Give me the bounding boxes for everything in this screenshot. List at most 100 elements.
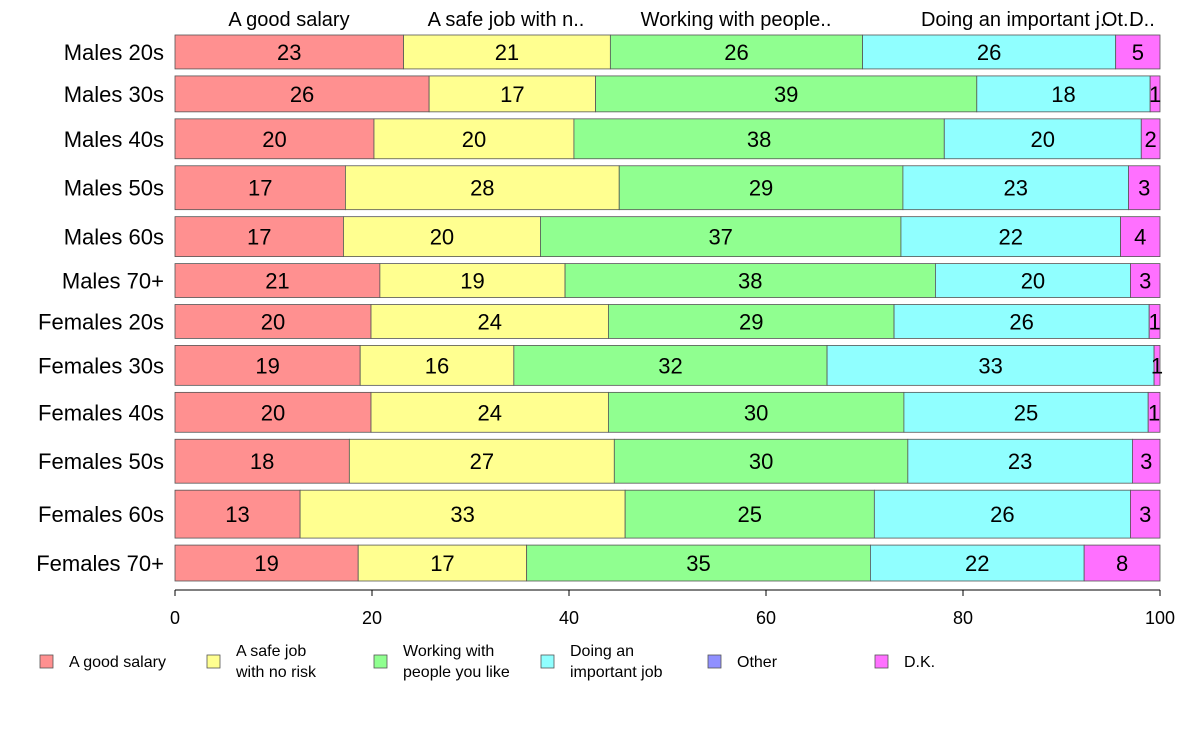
data-label: 25 bbox=[1014, 400, 1038, 425]
bar-segment-d-k bbox=[1128, 165, 1161, 211]
data-label: 21 bbox=[495, 40, 519, 65]
legend-item-working-with-people-you-like: Working with people you like bbox=[373, 643, 510, 681]
bar-segment-working-with-people-you-like bbox=[624, 489, 875, 539]
bar-row-males-50s: 17 28 29 23 3 bbox=[174, 165, 1161, 211]
column-headers: A good salary A safe job with n.. Working … bbox=[228, 9, 1154, 31]
legend-item-other: Other bbox=[707, 654, 778, 671]
bar-segment-d-k bbox=[1083, 544, 1161, 582]
data-label: 2 bbox=[1145, 127, 1157, 152]
bar-row-females-30s: 19 16 32 33 1 bbox=[174, 345, 1163, 386]
x-tick-label: 20 bbox=[362, 608, 382, 628]
data-label: 30 bbox=[749, 449, 773, 474]
bar-segment-a-safe-job-with-no-risk bbox=[344, 165, 620, 211]
bar-row-females-60s: 13 33 25 26 3 bbox=[174, 489, 1161, 539]
bar-segment-d-k bbox=[1130, 263, 1161, 298]
data-label: 24 bbox=[477, 309, 501, 334]
bar-segment-working-with-people-you-like bbox=[573, 118, 945, 160]
legend-label: Doing an important job bbox=[570, 643, 663, 681]
y-tick-label: Males 50s bbox=[64, 176, 164, 201]
data-label: 16 bbox=[425, 353, 449, 378]
data-label: 39 bbox=[774, 82, 798, 107]
data-label: 37 bbox=[708, 225, 732, 250]
bar-segment-a-good-salary bbox=[174, 165, 346, 211]
data-label: 23 bbox=[1008, 449, 1032, 474]
legend-swatch bbox=[206, 654, 221, 669]
bar-row-males-40s: 20 20 38 20 2 bbox=[174, 118, 1161, 160]
bar-segment-d-k bbox=[1130, 489, 1161, 539]
bar-segment-working-with-people-you-like bbox=[608, 304, 895, 339]
data-label: 26 bbox=[724, 40, 748, 65]
data-label: 3 bbox=[1139, 269, 1151, 294]
data-label: 20 bbox=[261, 400, 285, 425]
bar-segment-d-k bbox=[1149, 75, 1161, 113]
legend-swatch bbox=[874, 654, 889, 669]
bar-segment-d-k bbox=[1140, 118, 1161, 160]
legend-item-a-safe-job-with-no-risk: A safe job with no risk bbox=[206, 643, 317, 681]
legend-label: A safe job with no risk bbox=[235, 643, 317, 681]
data-label: 28 bbox=[470, 176, 494, 201]
bar-segment-working-with-people-you-like bbox=[613, 438, 909, 484]
bar-segment-d-k bbox=[1120, 216, 1161, 257]
bar-segment-a-safe-job-with-no-risk bbox=[428, 75, 597, 113]
data-label: 18 bbox=[1051, 82, 1075, 107]
data-label: 23 bbox=[277, 40, 301, 65]
bar-segment-a-good-salary bbox=[174, 345, 361, 386]
bar-row-males-30s: 26 17 39 18 1 bbox=[174, 75, 1161, 113]
data-label: 26 bbox=[990, 502, 1014, 527]
column-header: A good salary bbox=[228, 9, 349, 31]
bar-segment-a-good-salary bbox=[174, 489, 301, 539]
y-tick-label: Females 40s bbox=[38, 400, 164, 425]
bar-row-males-20s: 23 21 26 26 5 bbox=[174, 34, 1161, 70]
bar-segment-a-safe-job-with-no-risk bbox=[370, 391, 609, 433]
data-label: 22 bbox=[999, 225, 1023, 250]
data-label: 19 bbox=[255, 353, 279, 378]
data-label: 20 bbox=[1021, 269, 1045, 294]
x-tick-label: 100 bbox=[1145, 608, 1175, 628]
bar-segment-a-safe-job-with-no-risk bbox=[370, 304, 609, 339]
data-label: 18 bbox=[250, 449, 274, 474]
y-tick-label: Females 30s bbox=[38, 353, 164, 378]
data-label: 1 bbox=[1148, 309, 1160, 334]
y-tick-label: Males 70+ bbox=[62, 269, 164, 294]
data-label: 17 bbox=[500, 82, 524, 107]
data-label: 25 bbox=[738, 502, 762, 527]
bar-segment-doing-an-important-job bbox=[900, 216, 1121, 257]
data-label: 20 bbox=[261, 309, 285, 334]
data-label: 13 bbox=[225, 502, 249, 527]
bar-row-males-60s: 17 20 37 22 4 bbox=[174, 216, 1161, 257]
legend: A good salary A safe job with no risk Worki… bbox=[39, 643, 935, 681]
column-header: Ot.. bbox=[1102, 9, 1134, 31]
data-label: 24 bbox=[477, 400, 501, 425]
data-label: 3 bbox=[1138, 176, 1150, 201]
data-label: 20 bbox=[262, 127, 286, 152]
bar-segment-a-safe-job-with-no-risk bbox=[403, 34, 611, 70]
y-tick-label: Males 40s bbox=[64, 127, 164, 152]
bar-segment-d-k bbox=[1153, 345, 1161, 386]
bar-segment-a-good-salary bbox=[174, 75, 430, 113]
bar-segment-a-good-salary bbox=[174, 544, 359, 582]
bar-segment-doing-an-important-job bbox=[870, 544, 1085, 582]
data-label: 1 bbox=[1149, 82, 1161, 107]
bar-segment-a-safe-job-with-no-risk bbox=[343, 216, 541, 257]
data-label: 17 bbox=[247, 225, 271, 250]
bar-segment-d-k bbox=[1148, 304, 1161, 339]
data-label: 26 bbox=[977, 40, 1001, 65]
column-header: D.. bbox=[1129, 9, 1155, 31]
bar-segment-doing-an-important-job bbox=[893, 304, 1150, 339]
bar-segment-doing-an-important-job bbox=[907, 438, 1133, 484]
bar-segment-working-with-people-you-like bbox=[595, 75, 978, 113]
y-tick-label: Males 30s bbox=[64, 82, 164, 107]
legend-label: A good salary bbox=[69, 654, 166, 671]
legend-swatch bbox=[373, 654, 388, 669]
data-label: 38 bbox=[747, 127, 771, 152]
bar-segment-working-with-people-you-like bbox=[513, 345, 828, 386]
column-header: Working with people.. bbox=[641, 9, 832, 31]
y-tick-label: Males 20s bbox=[64, 40, 164, 65]
x-tick-label: 0 bbox=[170, 608, 180, 628]
y-tick-label: Females 70+ bbox=[36, 551, 164, 576]
y-tick-label: Females 50s bbox=[38, 449, 164, 474]
data-label: 5 bbox=[1132, 40, 1144, 65]
data-label: 29 bbox=[739, 309, 763, 334]
y-tick-label: Females 20s bbox=[38, 309, 164, 334]
bar-segment-a-good-salary bbox=[174, 304, 372, 339]
